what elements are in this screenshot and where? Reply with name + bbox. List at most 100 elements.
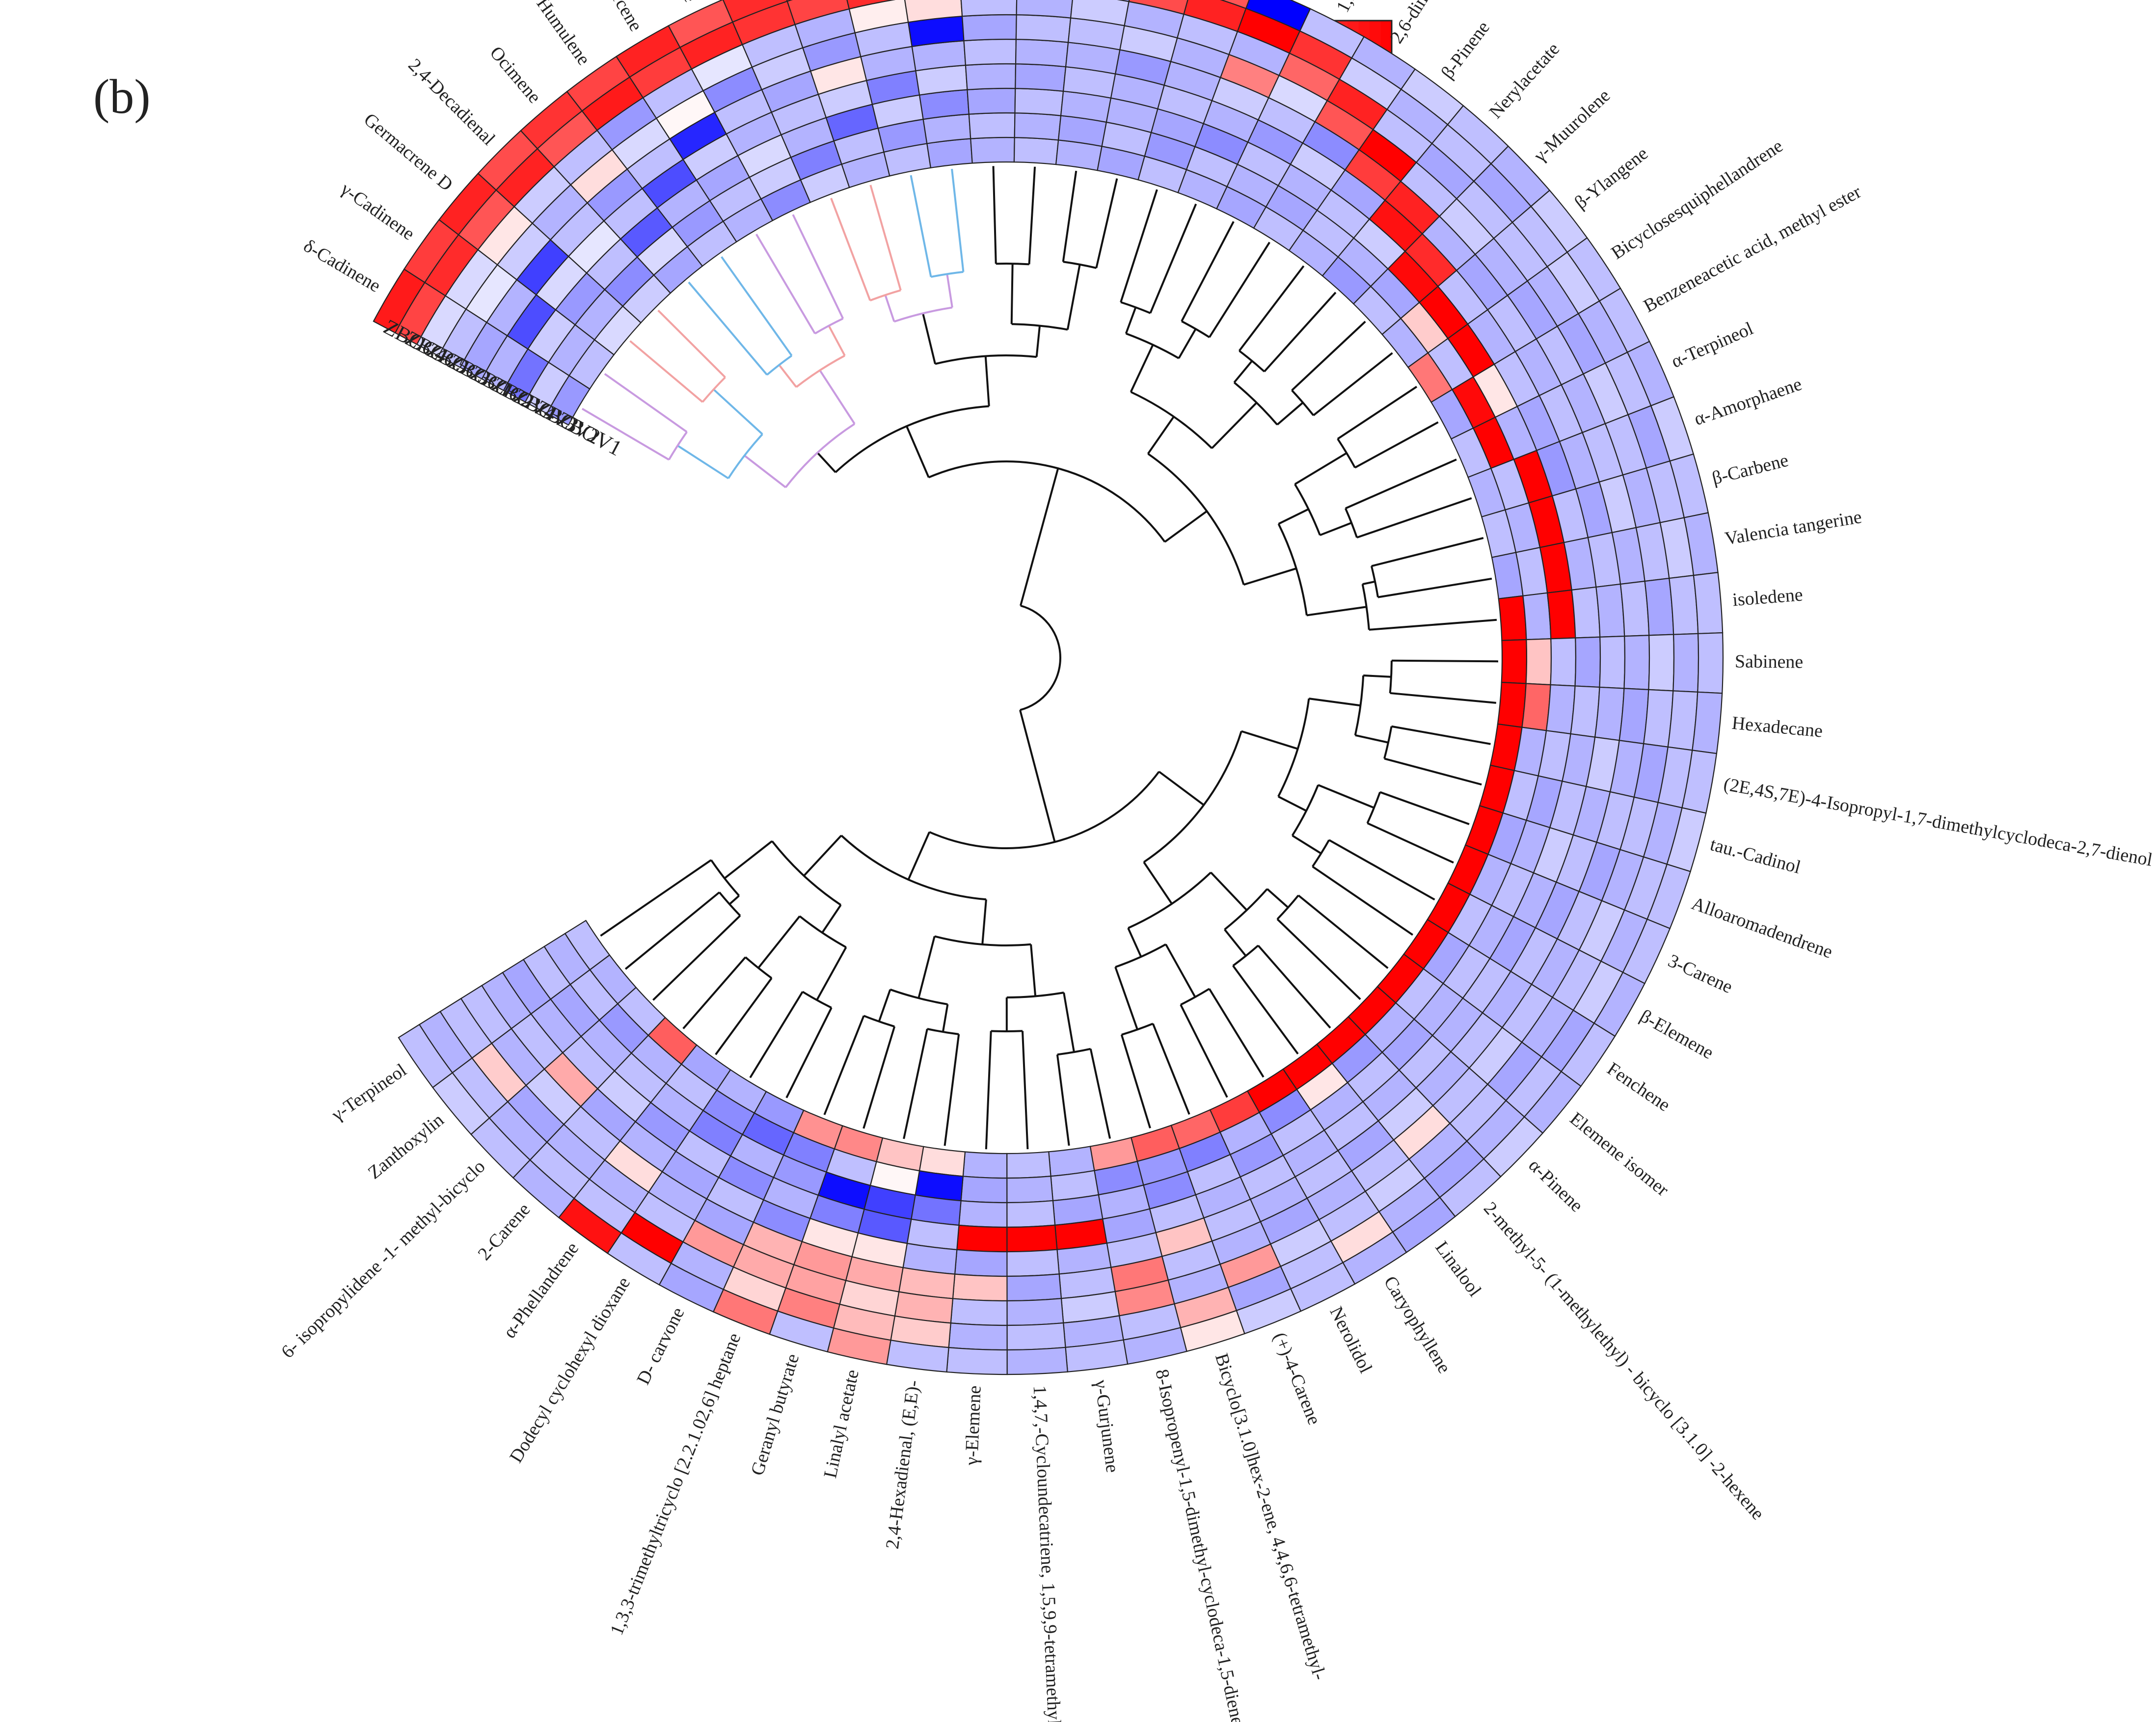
dendrogram-branch — [819, 370, 856, 425]
dendrogram-arc — [1337, 438, 1356, 468]
dendrogram-branch — [688, 281, 768, 376]
dendrogram-branch — [1232, 965, 1299, 1055]
heatmap-cell — [1521, 683, 1551, 731]
heatmap-cell — [398, 1023, 454, 1088]
heatmap-cell — [1574, 636, 1601, 688]
compound-label: Ocimene — [486, 43, 545, 108]
dendrogram-branch — [828, 325, 846, 356]
dendrogram-arc — [1020, 604, 1061, 711]
compound-label: α-Phellandrene — [499, 1238, 583, 1342]
compound-label: γ-Terpineol — [327, 1060, 410, 1126]
dendrogram-branch — [1165, 943, 1196, 998]
dendrogram-branch — [1267, 888, 1289, 909]
compound-label: 1,3,7-Octatriene, 3,7-dimethyl- — [1332, 0, 1458, 16]
compound-label: Linalool — [1431, 1238, 1485, 1301]
dendrogram-branch — [792, 214, 844, 319]
dendrogram-arc — [934, 935, 1031, 946]
heatmap-cells — [373, 0, 1724, 1375]
heatmap-cell — [1006, 1249, 1060, 1277]
compound-label: α-Pinene — [1525, 1155, 1587, 1216]
dendrogram-arc — [710, 859, 740, 897]
panel-label: (b) — [93, 69, 151, 124]
dendrogram-arc — [929, 771, 1160, 849]
heatmap-cell — [1498, 595, 1527, 641]
compound-label: α-Terpineol — [1668, 318, 1756, 372]
dendrogram-branch — [903, 1028, 928, 1139]
compound-label: 1,4,7,-Cycloundecatriene, 1,5,9,9-tetram… — [1029, 1385, 1068, 1722]
dendrogram-branch — [1264, 292, 1337, 373]
dendrogram-arc — [1239, 350, 1265, 373]
dendrogram-branch — [785, 1007, 833, 1099]
dendrogram-branch — [1356, 497, 1472, 538]
dendrogram-arc — [766, 354, 792, 376]
dendrogram-arc — [771, 840, 841, 906]
heatmap-cell — [1014, 88, 1064, 116]
dendrogram-arc — [1181, 320, 1210, 338]
compound-label: 2-Carene — [474, 1199, 534, 1265]
dendrogram-branch — [906, 426, 930, 478]
heatmap-cell — [846, 0, 896, 10]
dendrogram-branch — [1089, 1049, 1111, 1139]
heatmap-cell — [1693, 571, 1724, 634]
dendrogram-branch — [1355, 734, 1389, 744]
heatmap-cell — [1497, 681, 1527, 728]
compound-label: 3-Carene — [1665, 950, 1736, 997]
dendrogram-arc — [814, 318, 844, 335]
dendrogram-branch — [713, 388, 763, 435]
dendrogram-branch — [1211, 402, 1258, 449]
heatmap-cell — [1117, 0, 1130, 2]
dendrogram-branch — [878, 989, 891, 1022]
heatmap-cell — [960, 1176, 1008, 1204]
compound-label: Geranyl acetate — [632, 0, 701, 5]
compound-label: isoledene — [1732, 584, 1804, 610]
dendrogram-arc — [1057, 1048, 1091, 1056]
dendrogram-branch — [1371, 537, 1484, 567]
dendrogram-arc — [935, 354, 1037, 365]
compound-label: Zanthoxylin — [364, 1109, 448, 1183]
dendrogram-branch — [1208, 988, 1265, 1078]
compound-label: δ-Cadinene — [300, 236, 384, 296]
heatmap-cell — [963, 38, 1017, 66]
heatmap-cell — [1644, 577, 1674, 636]
dendrogram-branch — [1278, 508, 1309, 525]
dendrogram-branch — [1367, 822, 1454, 864]
heatmap-cell — [1594, 686, 1625, 741]
dendrogram-branch — [1384, 757, 1482, 786]
dendrogram-branch — [1337, 385, 1418, 440]
dendrogram-branch — [1379, 791, 1470, 825]
dendrogram-arc — [1232, 944, 1259, 967]
compound-label: β-Carbene — [1710, 450, 1790, 488]
heatmap-cell — [960, 0, 1018, 17]
dendrogram-branch — [1019, 709, 1056, 842]
compound-label: β-Elemene — [1637, 1006, 1717, 1064]
dendrogram-branch — [1028, 166, 1036, 265]
dendrogram-branch — [1181, 221, 1235, 322]
dendrogram-branch — [1127, 927, 1142, 957]
dendrogram-branch — [728, 895, 740, 905]
dendrogram-arc — [1291, 784, 1320, 836]
dendrogram-branch — [942, 1004, 949, 1032]
dendrogram-branch — [984, 356, 990, 406]
dendrogram-arc — [1361, 584, 1370, 630]
dendrogram-arc — [668, 431, 688, 460]
dendrogram-branch — [1309, 698, 1361, 707]
dendrogram-branch — [1328, 839, 1435, 901]
dendrogram-arc — [1389, 660, 1393, 694]
heatmap-cell — [1006, 1298, 1064, 1326]
dendrogram-arc — [1143, 731, 1242, 863]
dendrogram-branch — [755, 234, 816, 334]
compound-label: Caryophyllene — [1380, 1272, 1455, 1377]
heatmap-cell — [961, 14, 1017, 42]
dendrogram-arc — [728, 433, 763, 479]
compound-label: Geranyl butyrate — [747, 1351, 804, 1478]
compound-label: γ-Elemene — [961, 1385, 985, 1466]
dendrogram-arc — [1312, 839, 1330, 867]
heatmap-cell — [948, 1322, 1008, 1351]
heatmap-cell — [904, 0, 963, 23]
dendrogram-branch — [1130, 344, 1154, 393]
dendrogram-arc — [835, 405, 989, 473]
dendrogram-branch — [816, 452, 836, 473]
dendrogram-arc — [1366, 792, 1381, 824]
dendrogram-branch — [1257, 944, 1331, 1029]
heatmap-cell — [1015, 63, 1067, 92]
